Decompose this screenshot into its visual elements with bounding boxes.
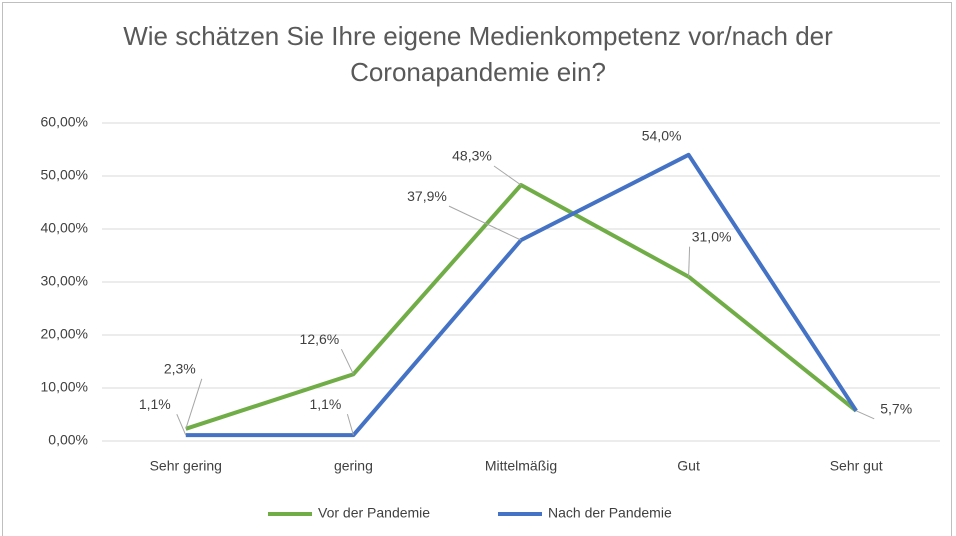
leader-line <box>688 246 691 277</box>
series-line <box>185 152 858 438</box>
leader-line <box>448 205 522 241</box>
y-tick-label: 50,00% <box>41 167 88 183</box>
x-tick-label: gering <box>334 458 373 474</box>
leader-line <box>340 349 354 375</box>
data-label: 1,1% <box>309 396 341 412</box>
x-tick-label: Mittelmäßig <box>485 458 557 474</box>
x-tick-label: Sehr gering <box>150 458 222 474</box>
x-tick-label: Gut <box>677 458 700 474</box>
data-label: 31,0% <box>692 228 732 244</box>
leader-line <box>493 165 522 186</box>
data-label: 2,3% <box>164 361 196 377</box>
y-tick-label: 20,00% <box>41 326 88 342</box>
leader-line <box>346 414 354 436</box>
leader-line <box>185 378 203 429</box>
data-label: 12,6% <box>300 331 340 347</box>
y-tick-label: 40,00% <box>41 220 88 236</box>
y-tick-label: 30,00% <box>41 273 88 289</box>
leader-line <box>855 410 875 420</box>
legend-label: Vor der Pandemie <box>318 505 430 521</box>
data-label: 48,3% <box>452 148 492 164</box>
series-line <box>185 183 858 431</box>
leader-line <box>176 413 187 436</box>
y-tick-label: 10,00% <box>41 379 88 395</box>
y-tick-label: 0,00% <box>48 432 88 448</box>
data-label: 37,9% <box>407 188 447 204</box>
y-tick-label: 60,00% <box>41 114 88 130</box>
data-label: 5,7% <box>880 400 912 416</box>
legend-label: Nach der Pandemie <box>548 505 672 521</box>
chart-title: Wie schätzen Sie Ihre eigene Medienkompe… <box>123 21 833 87</box>
data-label: 1,1% <box>139 396 171 412</box>
data-label: 54,0% <box>642 128 682 144</box>
x-tick-label: Sehr gut <box>830 458 883 474</box>
